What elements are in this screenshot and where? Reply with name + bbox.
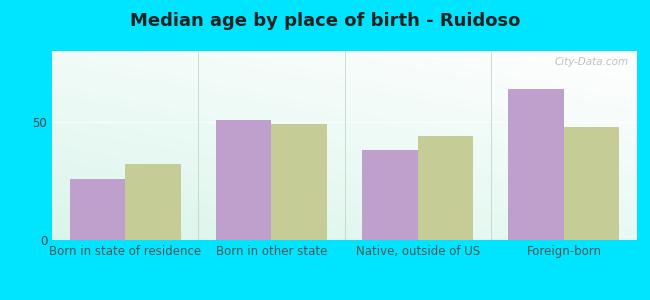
Bar [564, 127, 619, 240]
Bar [70, 178, 125, 240]
Text: City-Data.com: City-Data.com [554, 57, 628, 67]
Bar [362, 150, 417, 240]
Text: Median age by place of birth - Ruidoso: Median age by place of birth - Ruidoso [130, 12, 520, 30]
Bar [508, 89, 564, 240]
Bar [125, 164, 181, 240]
Bar [417, 136, 473, 240]
Bar [272, 124, 327, 240]
Bar [216, 119, 272, 240]
